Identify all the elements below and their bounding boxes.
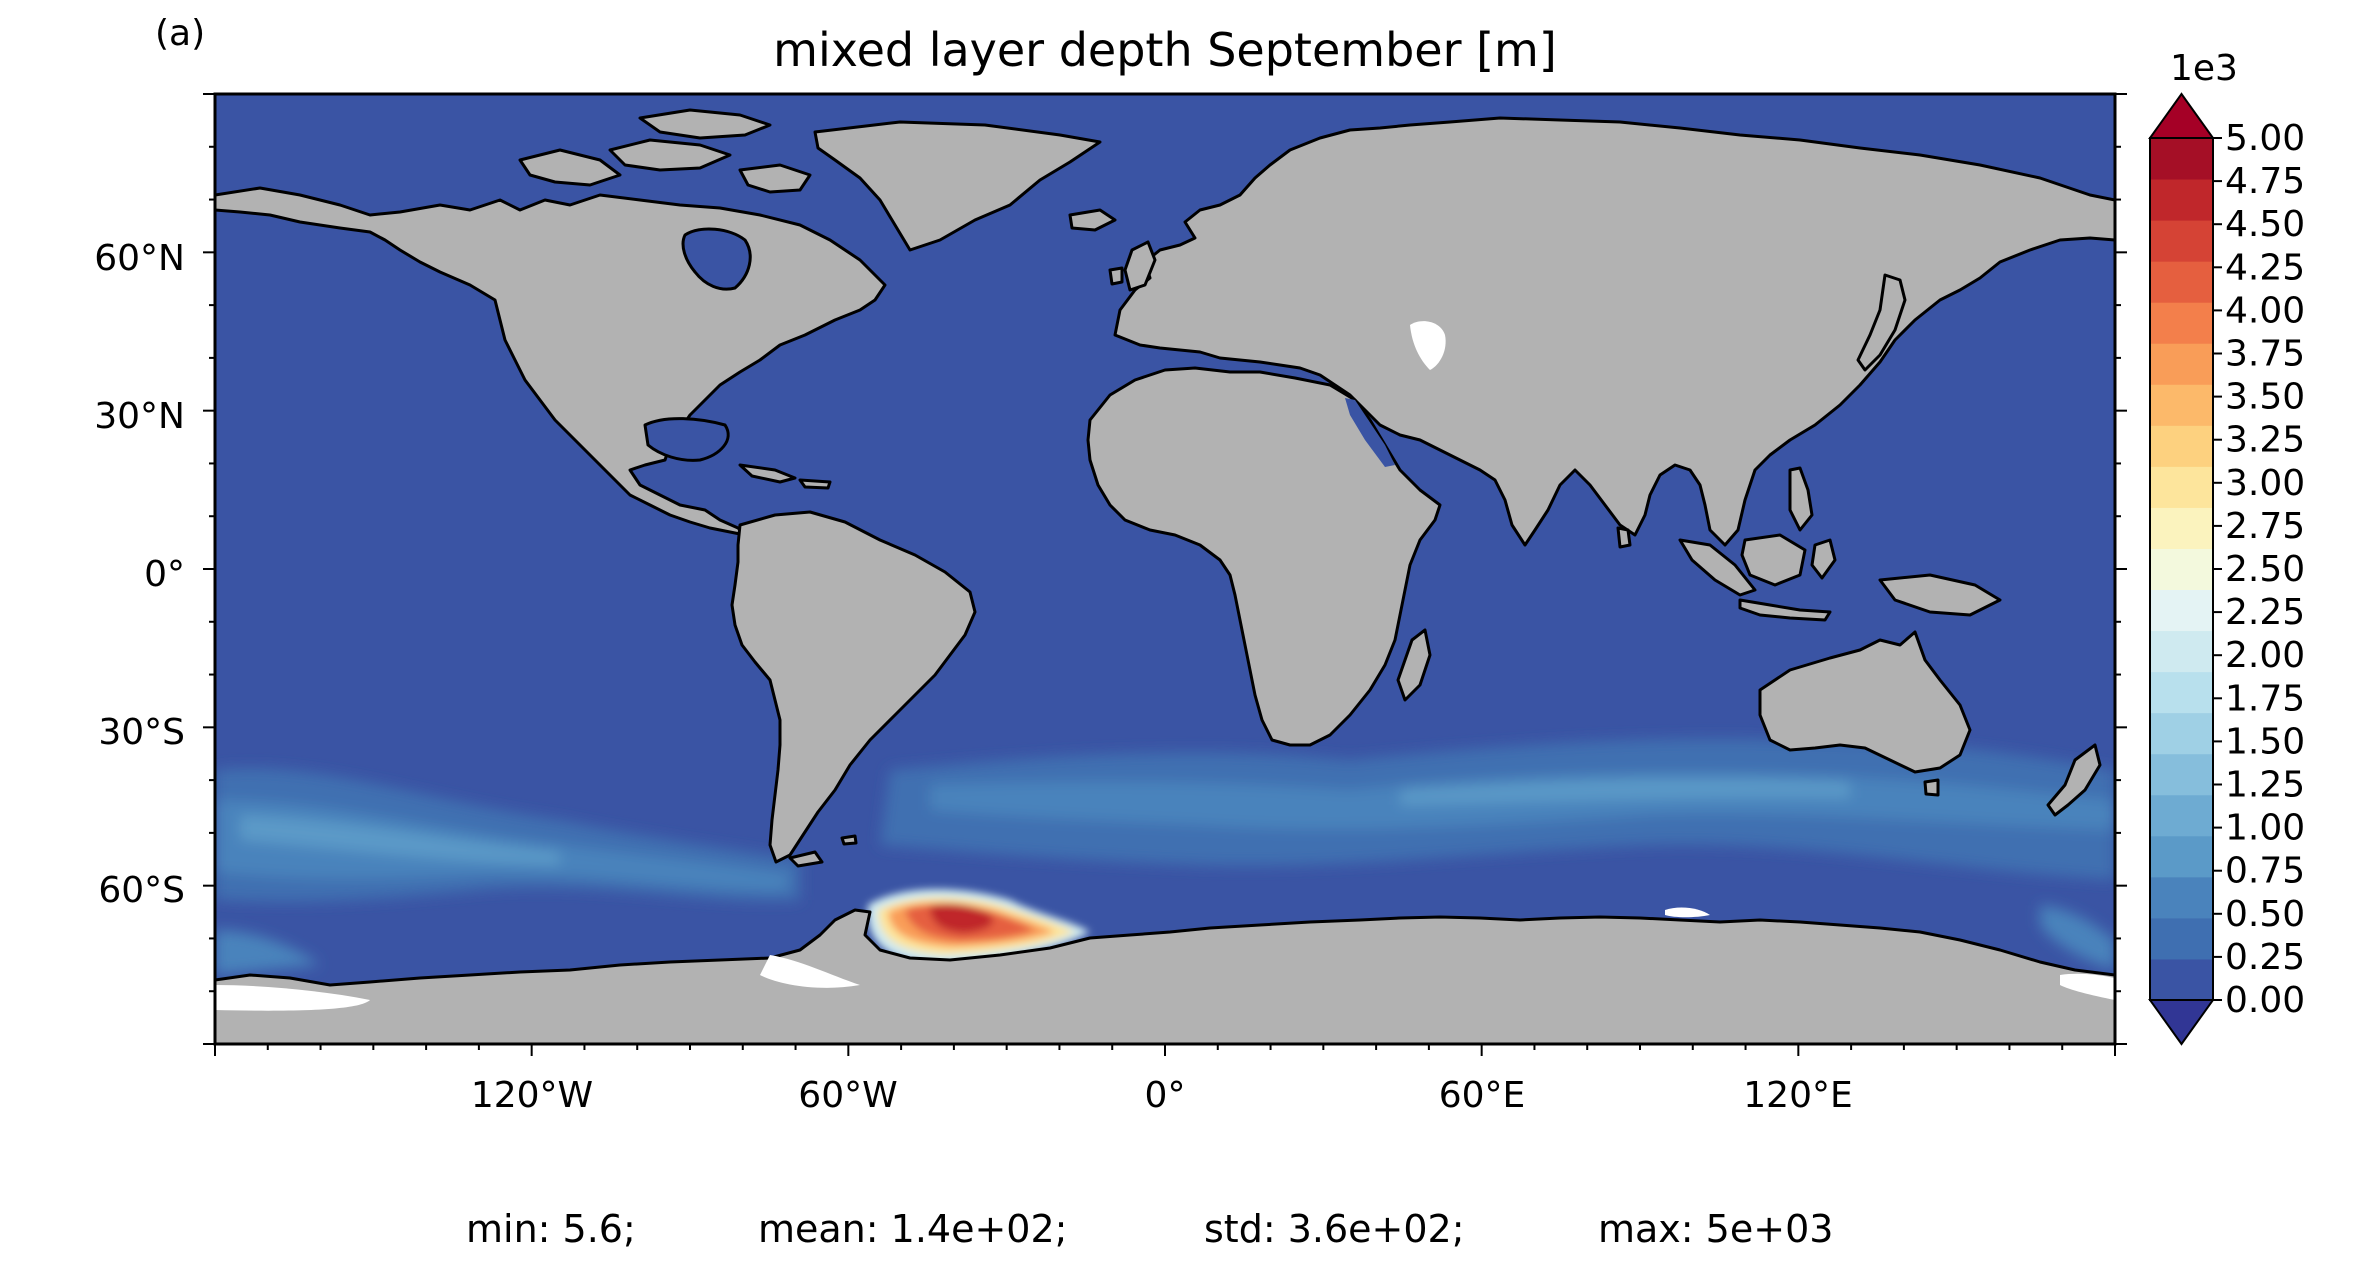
colorbar-tick-label: 1.50 xyxy=(2225,721,2305,762)
colorbar-tick-label: 0.50 xyxy=(2225,894,2305,935)
colorbar-segment xyxy=(2150,138,2213,180)
colorbar-segment xyxy=(2150,753,2213,796)
colorbar-under-triangle xyxy=(2148,999,2215,1046)
colorbar-segment xyxy=(2150,466,2213,508)
lon-label-60w: 60°W xyxy=(798,1075,897,1116)
south-america xyxy=(730,510,977,864)
colorbar-segment xyxy=(2150,671,2213,714)
colorbar-segment xyxy=(2150,876,2213,919)
greenland xyxy=(813,120,1102,252)
africa xyxy=(1086,366,1442,747)
colorbar-segment xyxy=(2150,712,2213,755)
lat-label-30s: 30°S xyxy=(98,712,185,753)
colorbar-tick-label: 2.75 xyxy=(2225,506,2305,547)
lon-label-120e: 120°E xyxy=(1743,1075,1852,1116)
colorbar-tick-label: 4.75 xyxy=(2225,161,2305,202)
colorbar-segment xyxy=(2150,507,2213,549)
eurasia xyxy=(1113,116,2115,547)
lon-label-120w: 120°W xyxy=(471,1075,593,1116)
lon-labels: 120°W 60°W 0° 60°E 120°E xyxy=(471,1075,1853,1116)
colorbar-segment xyxy=(2150,179,2213,221)
stat-max: max: 5e+03 xyxy=(1598,1207,1833,1251)
colorbar-segment xyxy=(2150,589,2213,632)
colorbar-segment xyxy=(2150,343,2213,385)
colorbar-tick-label: 0.25 xyxy=(2225,937,2305,978)
colorbar-tick-label: 0.75 xyxy=(2225,851,2305,892)
colorbar-tick-label: 4.00 xyxy=(2225,290,2305,331)
colorbar-tick-label: 5.00 xyxy=(2225,118,2305,159)
colorbar-segment xyxy=(2150,548,2213,591)
ice-patches xyxy=(215,321,2115,1011)
lat-label-60s: 60°S xyxy=(98,870,185,911)
colorbar-tick-label: 3.50 xyxy=(2225,377,2305,418)
lat-labels: 60°N 30°N 0° 30°S 60°S xyxy=(94,238,185,911)
lat-label-30n: 30°N xyxy=(94,396,185,437)
lat-label-0: 0° xyxy=(144,554,185,595)
colorbar-segments xyxy=(2150,138,2213,1001)
land xyxy=(215,108,2115,1044)
colorbar-segment xyxy=(2150,302,2213,344)
colorbar-over-triangle xyxy=(2148,92,2215,139)
lat-label-60n: 60°N xyxy=(94,238,185,279)
colorbar-tick-label: 4.25 xyxy=(2225,247,2305,288)
colorbar-segment xyxy=(2150,958,2213,1001)
stat-min: min: 5.6; xyxy=(466,1207,636,1251)
colorbar: 1e3 5.004.754.504.254.003.753.503.253.00… xyxy=(2148,48,2305,1046)
axis-ticks xyxy=(203,93,2127,1056)
stat-mean: mean: 1.4e+02; xyxy=(758,1207,1067,1251)
colorbar-tick-label: 0.00 xyxy=(2225,980,2305,1021)
colorbar-tick-label: 3.75 xyxy=(2225,334,2305,375)
stat-std: std: 3.6e+02; xyxy=(1204,1207,1465,1251)
lon-label-0: 0° xyxy=(1145,1075,1186,1116)
map-area xyxy=(215,94,2115,1044)
colorbar-segment xyxy=(2150,425,2213,467)
colorbar-tick-label: 2.25 xyxy=(2225,592,2305,633)
australia xyxy=(1758,630,1972,774)
colorbar-tick-label: 3.25 xyxy=(2225,420,2305,461)
colorbar-segment xyxy=(2150,794,2213,837)
lon-label-60e: 60°E xyxy=(1439,1075,1526,1116)
colorbar-tick-label: 2.50 xyxy=(2225,549,2305,590)
colorbar-segment xyxy=(2150,835,2213,878)
southern-ocean-bands xyxy=(215,738,2115,975)
stats-line: min: 5.6; mean: 1.4e+02; std: 3.6e+02; m… xyxy=(466,1207,1833,1251)
colorbar-tick-label: 2.00 xyxy=(2225,635,2305,676)
colorbar-tick-labels: 5.004.754.504.254.003.753.503.253.002.75… xyxy=(2213,118,2305,1021)
antarctica xyxy=(215,908,2115,1044)
colorbar-tick-label: 1.25 xyxy=(2225,765,2305,806)
colorbar-segment xyxy=(2150,220,2213,262)
colorbar-segment xyxy=(2150,261,2213,303)
colorbar-segment xyxy=(2150,630,2213,673)
colorbar-tick-label: 1.75 xyxy=(2225,678,2305,719)
panel-label: (a) xyxy=(155,13,205,54)
colorbar-segment xyxy=(2150,384,2213,426)
weddell-convection xyxy=(867,889,1090,965)
map-title: mixed layer depth September [m] xyxy=(773,23,1557,77)
colorbar-tick-label: 3.00 xyxy=(2225,463,2305,504)
colorbar-multiplier: 1e3 xyxy=(2170,48,2238,89)
colorbar-tick-label: 1.00 xyxy=(2225,808,2305,849)
colorbar-tick-label: 4.50 xyxy=(2225,204,2305,245)
colorbar-segment xyxy=(2150,917,2213,960)
